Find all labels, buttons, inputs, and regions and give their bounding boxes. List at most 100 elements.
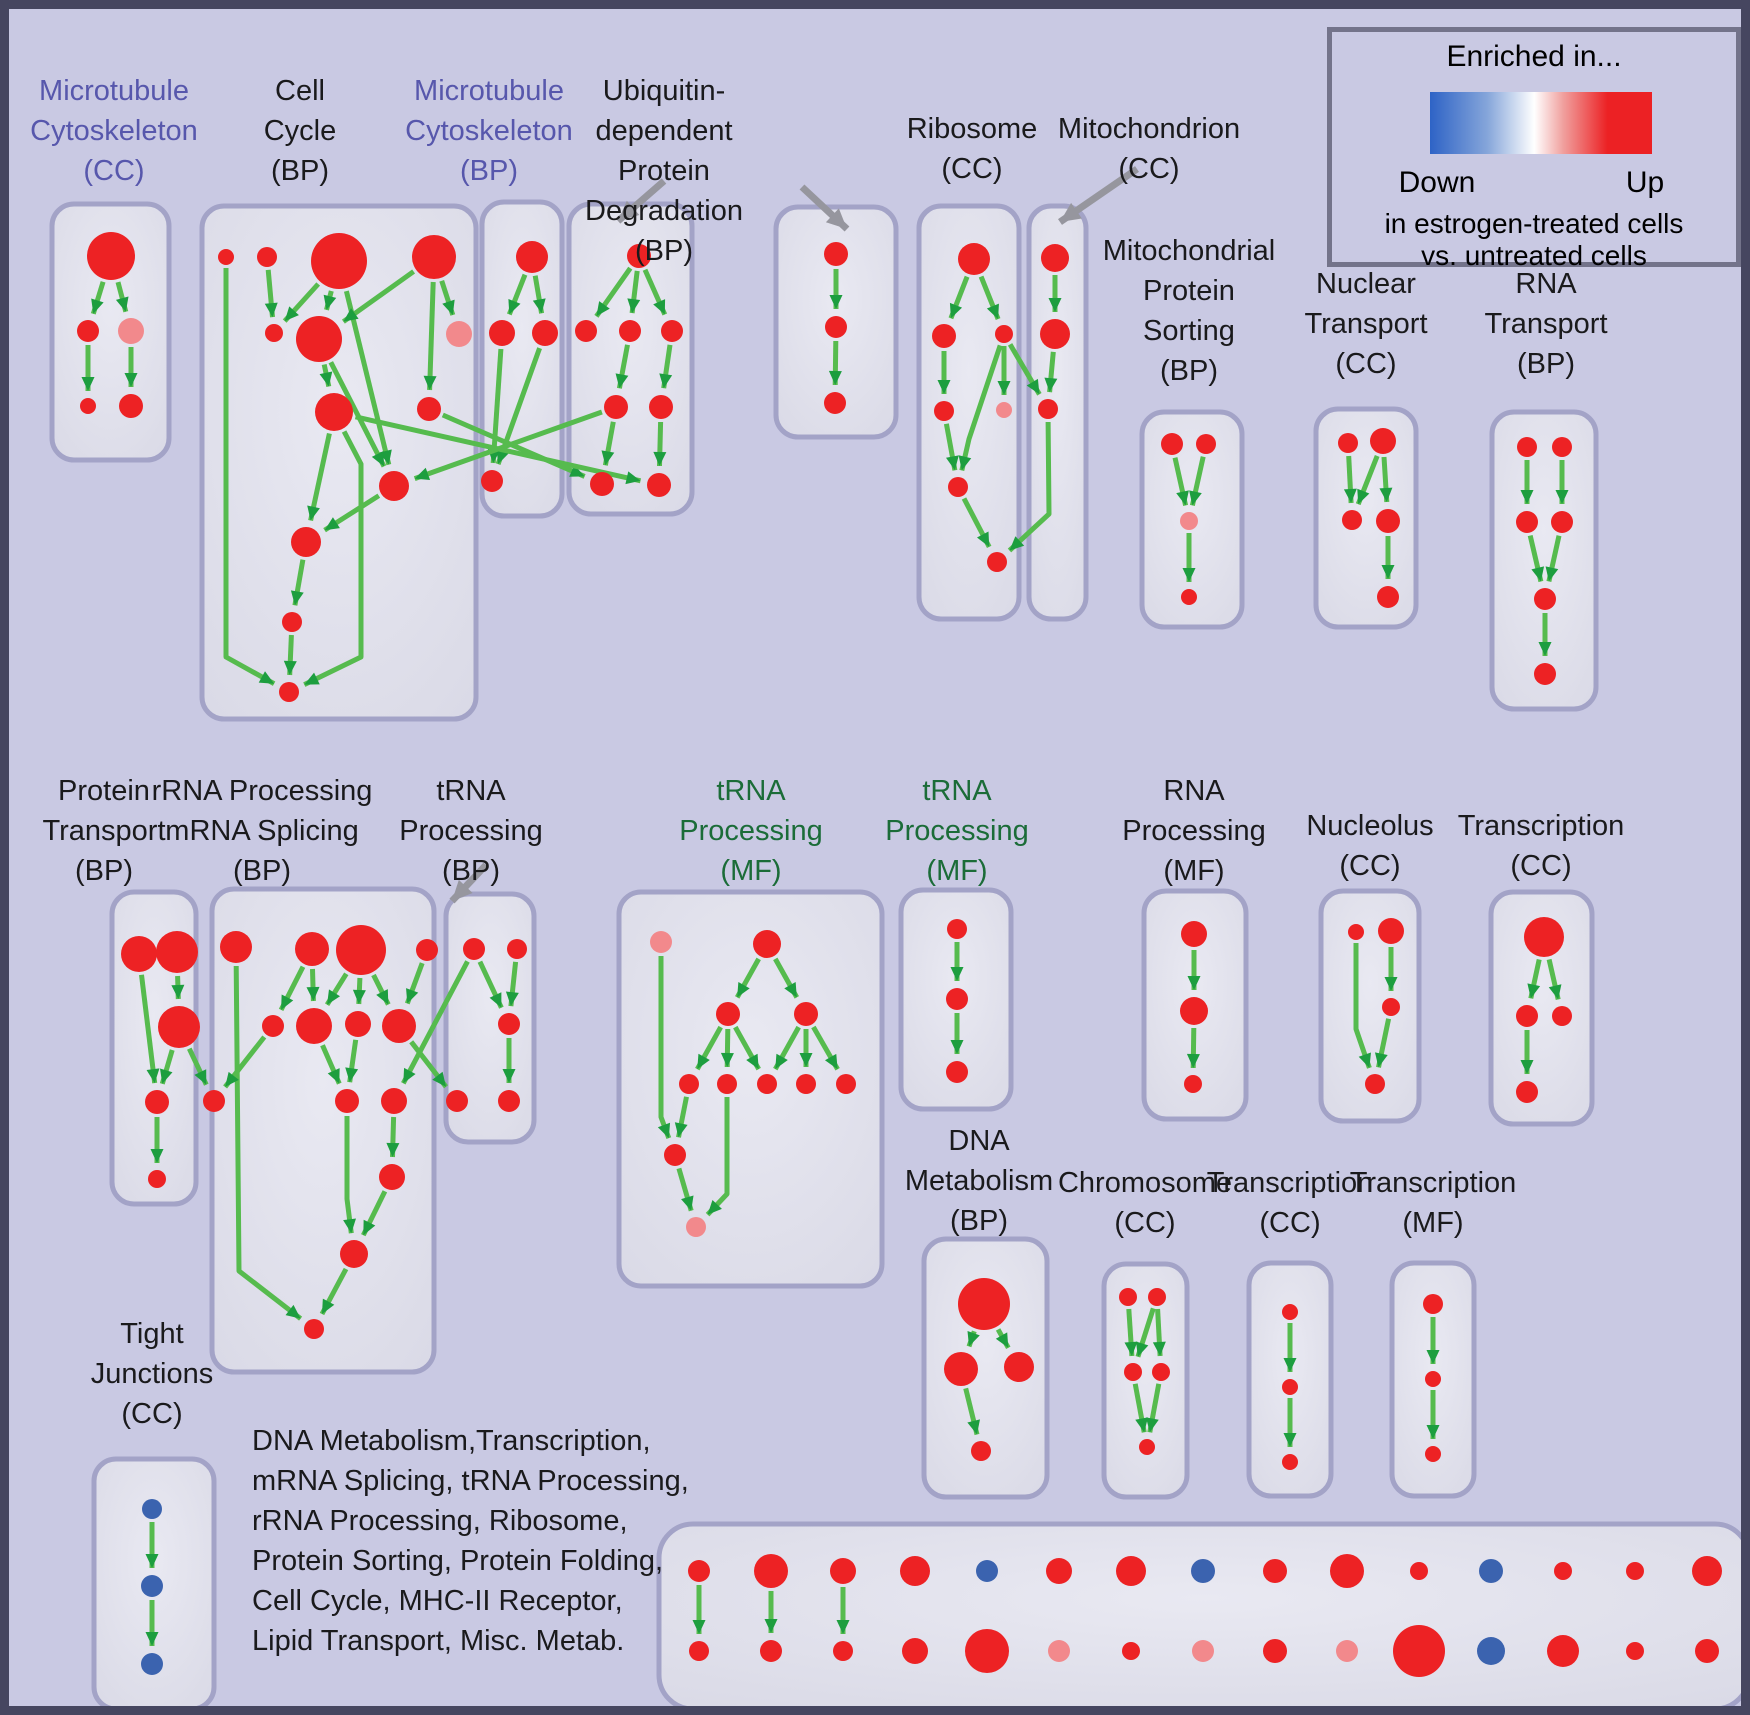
node-ubiquitin-degradation-1-7: [647, 473, 671, 497]
node-trna-processing-mf-2-1: [946, 988, 968, 1010]
node-trna-processing-mf-1-10: [686, 1217, 706, 1237]
node-mitochondrial-protein-sorting-bp-1: [1196, 434, 1216, 454]
node-transcription-cc-2: [1552, 1006, 1572, 1026]
node-trna-processing-mf-1-2: [716, 1002, 740, 1026]
node-nuclear-transport-cc-1: [1370, 428, 1396, 454]
node-multi-category-strip-11: [1479, 1559, 1503, 1583]
edge-arrow-nucleolus-cc: [1353, 943, 1372, 1069]
node-nucleolus-cc-1: [1378, 918, 1404, 944]
node-trna-processing-mf-1-4: [679, 1074, 699, 1094]
edge-arrow-ribosome-cc: [958, 344, 1003, 471]
edge-arrow-rrna-processing-mrna-splicing-bp: [404, 962, 425, 1005]
pointer-to-mitochondrion-box: [1058, 166, 1139, 225]
edge-arrow-microtubule-cytoskeleton-bp: [487, 348, 504, 464]
node-mitochondrial-protein-sorting-bp-3: [1181, 589, 1197, 605]
edge-arrow-trna-processing-mf-1: [720, 1028, 734, 1068]
edge-arrow-ubiquitin-degradation-1: [653, 421, 667, 467]
edge-arrow-microtubule-cytoskeleton-cc: [115, 281, 129, 313]
node-microtubule-cytoskeleton-bp-1: [489, 320, 515, 346]
legend-caption-line2: vs. untreated cells: [1421, 240, 1647, 271]
edge-arrow-cell-cycle-bp: [223, 268, 276, 686]
legend-title: Enriched in...: [1446, 40, 1622, 73]
node-ubiquitin-degradation-1-5: [649, 395, 673, 419]
node-dna-metabolism-bp-1: [944, 1352, 978, 1386]
edge-arrow-cell-cycle-bp: [323, 493, 381, 533]
edge-arrow-ubiquitin-degradation-1: [601, 421, 616, 466]
node-ribosome-cc-0: [958, 243, 990, 275]
node-cell-cycle-bp-8: [417, 397, 441, 421]
node-ubiquitin-degradation-1-0: [627, 244, 651, 268]
node-rna-transport-bp-3: [1551, 511, 1573, 533]
node-multi-category-strip-19: [965, 1629, 1009, 1673]
node-nucleolus-cc-2: [1382, 998, 1400, 1016]
node-cell-cycle-bp-10: [291, 527, 321, 557]
group-box-rrna-processing-mrna-splicing-bp: [209, 886, 437, 1375]
node-ubiquitin-degradation-2-0: [824, 242, 848, 266]
edge-arrow-rrna-processing-mrna-splicing-bp: [324, 972, 349, 1007]
cross-edge-arrow: [409, 1040, 448, 1089]
edge-arrow-cell-cycle-bp: [341, 269, 416, 324]
node-tight-junctions-cc-1: [141, 1575, 163, 1597]
edge-arrow-mitochondrion-cc: [1044, 351, 1058, 393]
node-transcription-cc-3: [1516, 1081, 1538, 1103]
node-cell-cycle-bp-11: [282, 612, 302, 632]
node-multi-category-strip-29: [1695, 1639, 1719, 1663]
edge-arrow-trna-processing-bp: [505, 961, 519, 1007]
node-multi-category-strip-22: [1192, 1640, 1214, 1662]
node-trna-processing-bp-1: [507, 939, 527, 959]
node-rna-transport-bp-0: [1517, 437, 1537, 457]
edge-arrow-ubiquitin-degradation-1: [627, 270, 641, 314]
node-rrna-processing-mrna-splicing-bp-12: [340, 1240, 368, 1268]
node-nuclear-transport-cc-4: [1377, 586, 1399, 608]
edge-arrow-rrna-processing-mrna-splicing-bp: [278, 965, 306, 1012]
node-multi-category-strip-8: [1263, 1559, 1287, 1583]
cross-edge-arrow: [401, 960, 470, 1085]
node-transcription-cc-2-2: [1282, 1454, 1298, 1470]
edge-arrow-cell-cycle-bp: [319, 363, 333, 388]
node-trna-processing-mf-1-5: [717, 1074, 737, 1094]
node-cell-cycle-bp-3: [412, 235, 456, 279]
legend: Enriched in... Down Up in estrogen-treat…: [1327, 27, 1741, 271]
edge-arrow-nuclear-transport-cc: [1343, 455, 1357, 504]
node-trna-processing-mf-1-8: [836, 1074, 856, 1094]
edge-arrow-cell-cycle-bp: [282, 282, 321, 323]
group-box-microtubule-cytoskeleton-bp: [479, 199, 565, 519]
legend-caption-line1: in estrogen-treated cells: [1384, 208, 1684, 239]
node-rrna-processing-mrna-splicing-bp-9: [335, 1089, 359, 1113]
node-multi-category-strip-21: [1122, 1642, 1140, 1660]
group-box-chromosome-cc: [1101, 1261, 1190, 1500]
edge-arrow-nuclear-transport-cc: [1379, 456, 1393, 503]
node-rrna-processing-mrna-splicing-bp-3: [416, 939, 438, 961]
edge-arrow-trna-processing-mf-1: [657, 956, 672, 1139]
edge-arrow-ubiquitin-degradation-1: [594, 266, 633, 318]
edge-arrow-rrna-processing-mrna-splicing-bp: [319, 1267, 349, 1316]
node-trna-processing-mf-1-0: [650, 931, 672, 953]
edge-arrow-trna-processing-bp: [477, 960, 504, 1009]
node-cell-cycle-bp-0: [218, 249, 234, 265]
edge-arrow-ubiquitin-degradation-1: [615, 344, 630, 389]
node-nuclear-transport-cc-3: [1376, 509, 1400, 533]
node-multi-category-strip-27: [1547, 1635, 1579, 1667]
node-chromosome-cc-1: [1148, 1288, 1166, 1306]
node-microtubule-cytoskeleton-cc-3: [80, 398, 96, 414]
edge-arrow-ubiquitin-degradation-1: [659, 344, 673, 389]
node-microtubule-cytoskeleton-bp-3: [481, 470, 503, 492]
node-microtubule-cytoskeleton-bp-2: [532, 320, 558, 346]
node-cell-cycle-bp-5: [296, 316, 342, 362]
node-rna-processing-mf-0: [1181, 921, 1207, 947]
node-multi-category-strip-18: [902, 1638, 928, 1664]
node-rrna-processing-mrna-splicing-bp-8: [203, 1090, 225, 1112]
edge-arrow-cell-cycle-bp: [323, 290, 337, 311]
node-dna-metabolism-bp-0: [958, 1278, 1010, 1330]
edge-arrow-cell-cycle-bp: [303, 430, 364, 687]
edge-arrow-chromosome-cc: [1135, 1307, 1156, 1358]
node-mitochondrion-cc-0: [1041, 244, 1069, 272]
edge-arrow-trna-processing-mf-1: [811, 1025, 840, 1071]
edge-arrow-trna-processing-mf-1: [705, 1097, 730, 1217]
edge-arrow-ribosome-cc: [943, 423, 959, 471]
node-nucleolus-cc-3: [1365, 1074, 1385, 1094]
node-rrna-processing-mrna-splicing-bp-5: [296, 1008, 332, 1044]
node-microtubule-cytoskeleton-cc-1: [77, 320, 99, 342]
edge-arrow-rna-transport-bp: [1545, 535, 1562, 582]
edge-arrow-cell-cycle-bp: [328, 361, 387, 468]
